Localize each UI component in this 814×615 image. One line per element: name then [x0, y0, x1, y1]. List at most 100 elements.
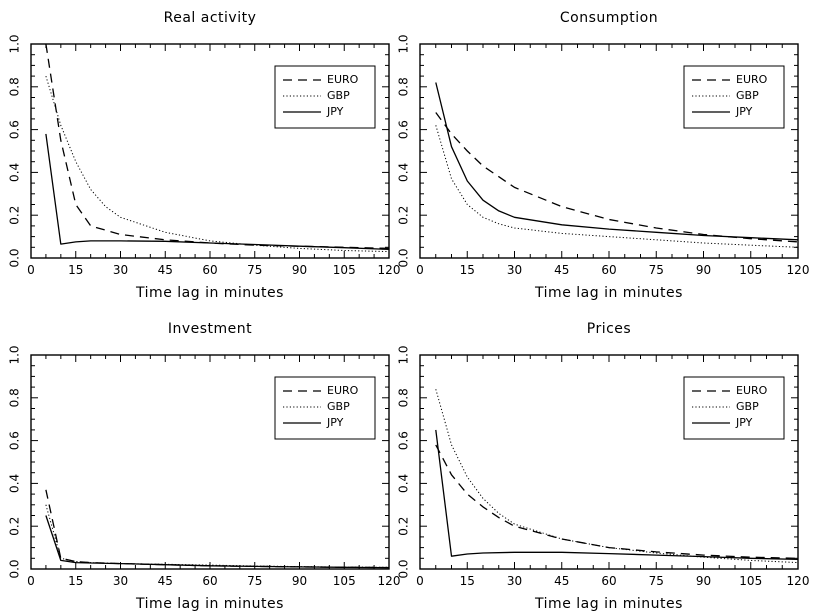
chart-title: Investment [168, 321, 252, 337]
y-tick-label: 1.0 [397, 34, 411, 53]
x-tick-label: 105 [333, 263, 356, 277]
legend: EURO GBP JPY [274, 65, 376, 129]
legend-box [683, 376, 785, 440]
x-tick-label: 15 [68, 263, 83, 277]
x-tick-label: 75 [649, 263, 664, 277]
series-line-gbp [45, 504, 390, 568]
x-tick-label: 90 [292, 574, 307, 588]
y-tick-label: 0.0 [397, 248, 411, 267]
series-line-euro [435, 112, 799, 243]
x-tick-label: 0 [27, 574, 35, 588]
legend-label: EURO [327, 73, 359, 86]
legend-box [274, 376, 376, 440]
x-axis-label: Time lag in minutes [534, 596, 683, 612]
series-line-gbp [435, 389, 799, 564]
x-tick-label: 30 [113, 574, 128, 588]
chart-panel-1: Real activity 0 15 30 45 60 75 90 105 120 0.0 0.2 0.… [8, 10, 401, 301]
y-tick-label: 0.6 [8, 120, 22, 139]
y-tick-label: 1.0 [8, 345, 22, 364]
y-tick-label: 0.8 [8, 388, 22, 407]
x-axis-label: Time lag in minutes [135, 596, 284, 612]
x-tick-label: 0 [27, 263, 35, 277]
x-tick-label: 120 [378, 263, 401, 277]
x-tick-label: 30 [507, 263, 522, 277]
x-tick-label: 90 [696, 263, 711, 277]
legend: EURO GBP JPY [274, 376, 376, 440]
y-tick-label: 0.6 [397, 120, 411, 139]
y-tick-label: 0.4 [8, 474, 22, 493]
series-line-euro [45, 489, 390, 569]
series-line-jpy [45, 515, 390, 569]
x-tick-label: 15 [460, 263, 475, 277]
y-tick-label: 0.4 [397, 163, 411, 182]
legend-label: GBP [736, 400, 759, 413]
x-tick-label: 120 [787, 574, 810, 588]
x-tick-label: 60 [202, 263, 217, 277]
legend-box [683, 65, 785, 129]
x-tick-label: 75 [649, 574, 664, 588]
legend-label: JPY [326, 416, 344, 429]
legend-label: JPY [735, 105, 753, 118]
chart-panel-4: Prices 0 15 30 45 60 75 90 105 120 0.0 0.2 0.4 0.6 0.8… [397, 321, 810, 612]
x-tick-label: 15 [460, 574, 475, 588]
x-tick-label: 45 [554, 574, 569, 588]
x-tick-label: 120 [378, 574, 401, 588]
series-line-euro [435, 444, 799, 559]
legend-label: JPY [326, 105, 344, 118]
y-tick-label: 0.2 [8, 206, 22, 225]
x-axis-label: Time lag in minutes [135, 285, 284, 301]
y-tick-label: 0.4 [397, 474, 411, 493]
x-tick-label: 0 [416, 574, 424, 588]
chart-panel-3: Investment 0 15 30 45 60 75 90 105 120 0.0 0.2 0.4 0.… [8, 321, 401, 612]
x-tick-label: 60 [601, 263, 616, 277]
y-tick-label: 0.4 [8, 163, 22, 182]
legend-label: GBP [736, 89, 759, 102]
legend-label: GBP [327, 89, 350, 102]
legend: EURO GBP JPY [683, 65, 785, 129]
x-tick-label: 105 [333, 574, 356, 588]
legend-label: EURO [736, 384, 768, 397]
y-tick-label: 0.2 [397, 517, 411, 536]
y-tick-label: 0.0 [397, 559, 411, 578]
x-tick-label: 30 [507, 574, 522, 588]
x-tick-label: 75 [247, 263, 262, 277]
legend-box [274, 65, 376, 129]
series-line-euro [45, 43, 390, 250]
x-tick-label: 45 [554, 263, 569, 277]
legend-label: GBP [327, 400, 350, 413]
x-tick-label: 30 [113, 263, 128, 277]
series-line-gbp [435, 125, 799, 248]
y-tick-label: 0.2 [397, 206, 411, 225]
x-tick-label: 45 [158, 574, 173, 588]
legend-label: EURO [327, 384, 359, 397]
legend-label: EURO [736, 73, 768, 86]
chart-panel-2: Consumption 0 15 30 45 60 75 90 105 120 0.0 0.2 0.4 0… [397, 10, 810, 301]
chart-title: Consumption [560, 10, 658, 26]
x-tick-label: 45 [158, 263, 173, 277]
y-tick-label: 1.0 [397, 345, 411, 364]
x-tick-label: 90 [292, 263, 307, 277]
x-tick-label: 105 [739, 263, 762, 277]
y-tick-label: 0.2 [8, 517, 22, 536]
y-tick-label: 0.8 [397, 388, 411, 407]
x-tick-label: 0 [416, 263, 424, 277]
x-tick-label: 90 [696, 574, 711, 588]
series-line-jpy [435, 82, 799, 241]
series-line-jpy [435, 429, 799, 561]
x-tick-label: 60 [202, 574, 217, 588]
legend-label: JPY [735, 416, 753, 429]
y-tick-label: 0.6 [397, 431, 411, 450]
x-axis-label: Time lag in minutes [534, 285, 683, 301]
y-tick-label: 1.0 [8, 34, 22, 53]
y-tick-label: 0.0 [8, 559, 22, 578]
y-tick-label: 0.8 [8, 77, 22, 96]
series-line-jpy [45, 133, 390, 251]
x-tick-label: 60 [601, 574, 616, 588]
chart-title: Prices [587, 321, 631, 337]
x-tick-label: 15 [68, 574, 83, 588]
x-tick-label: 105 [739, 574, 762, 588]
y-tick-label: 0.8 [397, 77, 411, 96]
y-tick-label: 0.0 [8, 248, 22, 267]
x-tick-label: 75 [247, 574, 262, 588]
